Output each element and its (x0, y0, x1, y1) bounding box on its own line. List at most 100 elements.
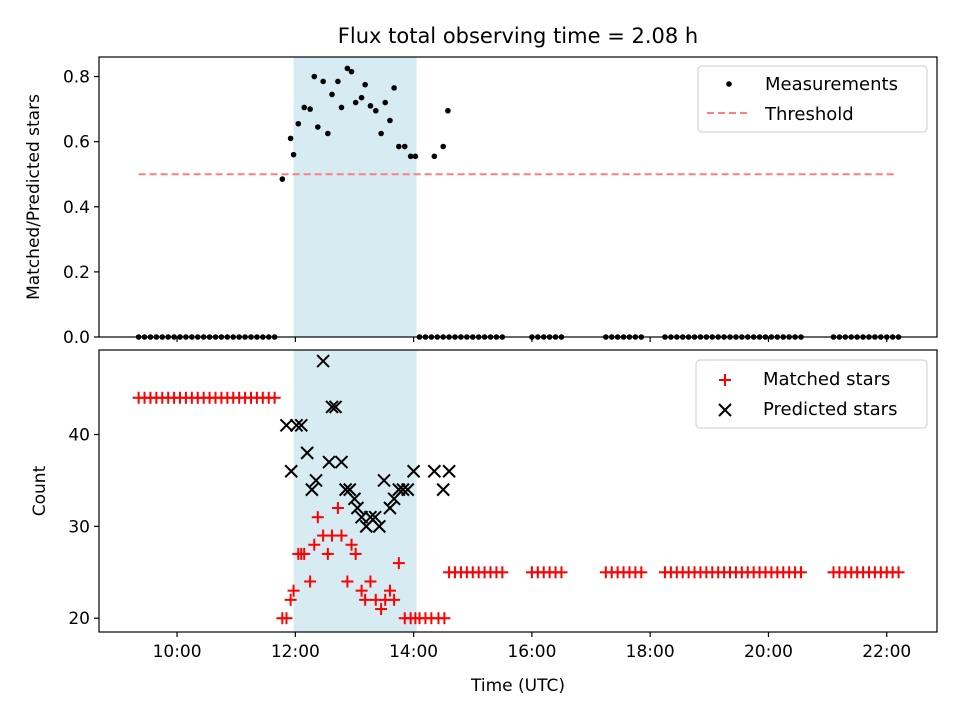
predicted-star-point (400, 482, 415, 497)
measurement-point (445, 107, 451, 114)
matched-star-point (280, 612, 293, 625)
matched-star-point (284, 593, 297, 606)
matched-star-point (268, 391, 281, 404)
matched-star-point (392, 557, 405, 570)
matched-star-point (438, 612, 451, 625)
matched-star-point (341, 575, 354, 588)
matched-star-point (287, 584, 300, 597)
top-ytick-label: 0.0 (63, 328, 90, 348)
measurement-point (387, 117, 393, 124)
measurement-point (279, 176, 286, 182)
measurement-point (335, 78, 341, 85)
predicted-star-point (294, 418, 308, 433)
matched-star-point (496, 566, 509, 579)
matched-star-point (311, 511, 324, 524)
matched-star-point (388, 593, 401, 606)
predicted-star-point (334, 455, 349, 469)
measurement-point (378, 130, 384, 137)
matched-star-point (345, 538, 358, 551)
measurement-point (412, 153, 419, 160)
matched-star-point (335, 529, 348, 542)
xtick-label: 14:00 (389, 642, 438, 662)
measurement-point (431, 153, 438, 160)
measurement-point (307, 106, 313, 112)
matched-star-point (794, 566, 807, 579)
predicted-star-point (289, 418, 304, 433)
predicted-star-point (325, 400, 339, 414)
measurement-point (311, 73, 318, 80)
measurement-point (358, 94, 365, 101)
measurement-point (325, 130, 331, 137)
xtick-label: 20:00 (744, 642, 793, 662)
measurement-point (440, 143, 446, 150)
predicted-star-point (347, 492, 362, 506)
legend-marker-measurements (726, 81, 732, 87)
x-axis-label: Time (UTC) (470, 676, 565, 696)
measurement-point (301, 104, 308, 111)
top-panel: 0.0 0.2 0.4 0.6 0.8 Flux total observing tim… (24, 24, 938, 348)
matched-star-point (349, 547, 362, 560)
predicted-star-point (316, 354, 330, 368)
predicted-star-point (383, 501, 397, 515)
legend-label-threshold: Threshold (764, 104, 854, 125)
legend-marker-matched (719, 374, 731, 386)
top-plot-frame (98, 56, 938, 338)
predicted-star-point (436, 482, 450, 497)
measurement-point (315, 124, 321, 130)
bottom-ytick-label: 20 (68, 609, 90, 629)
bottom-ytick-label: 40 (68, 426, 90, 446)
predicted-star-point (328, 400, 343, 414)
predicted-star-point (442, 464, 456, 478)
matched-star-point (635, 566, 648, 579)
measurement-point (320, 78, 326, 85)
measurement-point (362, 81, 368, 88)
top-legend: Measurements Threshold (697, 65, 928, 133)
matched-star-point (304, 575, 317, 588)
top-y-axis-label: Matched/Predicted stars (24, 94, 44, 300)
top-ytick-label: 0.6 (63, 133, 90, 153)
measurement-point (382, 99, 389, 106)
legend-marker-predicted (718, 403, 732, 417)
measurement-point (338, 104, 345, 111)
xtick-label: 16:00 (507, 642, 556, 662)
measurement-point (372, 107, 379, 114)
xtick-label: 22:00 (862, 642, 911, 662)
bottom-ytick-label: 30 (68, 517, 90, 537)
measurement-point (391, 85, 397, 91)
measurement-point (295, 120, 302, 127)
predicted-star-point (309, 473, 323, 488)
predicted-star-point (350, 501, 365, 515)
measurement-point (348, 68, 355, 75)
bottom-panel: 20 30 40 10:00 12:00 14:00 16:00 18:00 20:00 22:… (30, 349, 938, 696)
legend-label-predicted: Predicted stars (763, 399, 897, 420)
xtick-label: 10:00 (153, 642, 202, 662)
measurement-point (367, 103, 374, 109)
xtick-label: 12:00 (271, 642, 320, 662)
top-ytick-label: 0.2 (63, 263, 90, 283)
matched-star-point (331, 501, 344, 514)
matched-star-point (359, 593, 372, 606)
matched-star-point (383, 584, 396, 597)
xtick-label: 18:00 (626, 642, 675, 662)
predicted-star-point (372, 519, 387, 534)
matched-star-point (892, 566, 905, 579)
measurement-point (344, 65, 351, 72)
matched-star-point (355, 584, 368, 597)
bottom-legend: Matched stars Predicted stars (695, 359, 928, 429)
top-ytick-label: 0.8 (63, 68, 90, 88)
legend-label-measurements: Measurements (765, 74, 898, 95)
top-ytick-label: 0.4 (63, 198, 90, 218)
predicted-star-point (427, 464, 442, 478)
matched-star-point (308, 538, 321, 551)
predicted-star-point (396, 482, 410, 497)
predicted-star-point (322, 455, 336, 469)
measurement-point (396, 143, 402, 150)
measurement-point (407, 153, 414, 160)
top-highlight-span (293, 57, 417, 337)
matched-star-point (298, 547, 311, 560)
measurement-point (329, 91, 335, 98)
legend-label-matched: Matched stars (763, 369, 890, 390)
measurement-point (287, 135, 294, 142)
predicted-star-point (406, 464, 421, 478)
